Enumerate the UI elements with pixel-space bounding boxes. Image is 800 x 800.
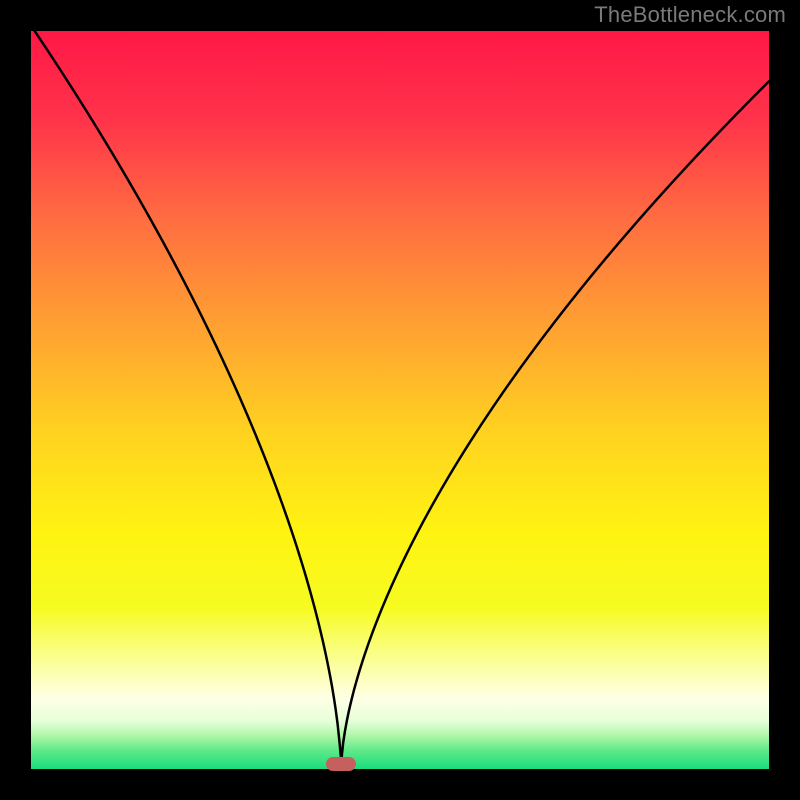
chart-frame: TheBottleneck.com [0,0,800,800]
watermark-text: TheBottleneck.com [594,2,786,28]
plot-svg [31,31,769,769]
vertex-marker [326,757,356,771]
gradient-background [31,31,769,769]
plot-area [31,31,769,769]
